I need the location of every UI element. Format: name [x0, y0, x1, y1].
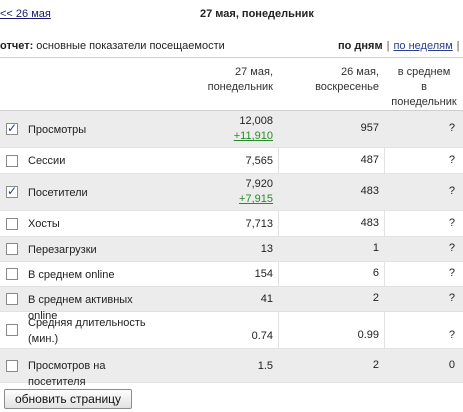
value-yesterday: 6 [372, 267, 379, 279]
report-label-prefix: отчет: [0, 40, 34, 52]
refresh-page-button[interactable]: обновить страницу [4, 389, 132, 409]
value-average: ? [448, 154, 455, 166]
value-yesterday: 483 [360, 185, 379, 197]
value-average: 0 [448, 359, 455, 371]
row-checkbox[interactable] [6, 218, 18, 230]
row-checkbox[interactable] [6, 243, 18, 255]
stats-table: 27 мая, понедельник 26 мая, воскресенье в … [0, 57, 463, 388]
value-yesterday: 483 [360, 217, 379, 229]
value-average: ? [448, 185, 455, 197]
delta-link[interactable]: +11,910 [233, 130, 273, 142]
value-today: 41 [260, 293, 273, 305]
row-label: Хосты [28, 218, 60, 230]
value-yesterday: 2 [372, 292, 379, 304]
column-divider [278, 57, 279, 380]
table-row: Средняя длительность (мин.) 0.74 0.99? [0, 312, 463, 349]
row-label: Средняя длительность (мин.) [28, 317, 146, 345]
row-checkbox[interactable] [6, 293, 18, 305]
row-label: Перезагрузки [28, 244, 97, 256]
table-body: Просмотры 12,008+11,910 957? Сессии 7,565 487… [0, 111, 463, 388]
table-row: Просмотры 12,008+11,910 957? [0, 111, 463, 148]
table-row: Сессии 7,565 487? [0, 148, 463, 174]
row-checkbox[interactable] [6, 268, 18, 280]
table-header: 27 мая, понедельник 26 мая, воскресенье в … [0, 57, 463, 111]
table-row: В среднем online 154 6? [0, 262, 463, 287]
delta-link[interactable]: +7,915 [239, 193, 273, 205]
value-yesterday: 0.99 [357, 329, 379, 341]
row-label: Просмотры [28, 124, 87, 136]
period-by-days[interactable]: по дням [338, 40, 383, 52]
value-yesterday: 957 [360, 122, 379, 134]
value-average: ? [448, 122, 455, 134]
table-row: Перезагрузки 13 1? [0, 237, 463, 262]
value-average: ? [448, 292, 455, 304]
value-average: ? [448, 267, 455, 279]
row-label: Просмотров на посетителя [28, 360, 106, 388]
report-label: отчет: основные показатели посещаемости [0, 40, 225, 52]
value-today: 1.5 [257, 360, 273, 372]
report-bar: отчет: основные показатели посещаемости … [0, 38, 463, 56]
row-checkbox[interactable] [6, 155, 18, 167]
table-row: В среднем активных online 41 2? [0, 287, 463, 322]
table-row: Хосты 7,713 483? [0, 211, 463, 237]
row-checkbox[interactable] [6, 184, 18, 198]
date-navigation: << 26 мая 27 мая, понедельник [0, 0, 463, 28]
table-row: Посетители 7,920+7,915 483? [0, 174, 463, 211]
column-header-average: в среднем в понедельник [391, 66, 457, 108]
page-title: 27 мая, понедельник [200, 8, 314, 20]
report-label-text: основные показатели посещаемости [33, 40, 225, 52]
value-yesterday: 2 [372, 359, 379, 371]
column-divider [384, 57, 385, 380]
value-today: 154 [254, 268, 273, 280]
row-label: В среднем online [28, 269, 115, 281]
value-today: 7,565 [245, 155, 273, 167]
value-today: 12,008 +11,910 [233, 115, 273, 142]
value-today: 7,713 [245, 218, 273, 230]
row-label: Сессии [28, 155, 66, 167]
period-by-weeks[interactable]: по неделям [393, 40, 453, 52]
value-average: ? [448, 329, 455, 341]
table-row: Просмотров на посетителя 1.5 2 0 [0, 349, 463, 388]
column-header-yesterday: 26 мая, воскресенье [315, 66, 379, 93]
value-average: ? [448, 217, 455, 229]
value-today: 7,920 +7,915 [239, 178, 273, 205]
value-today: 13 [260, 243, 273, 255]
value-average: ? [448, 242, 455, 254]
row-checkbox[interactable] [6, 121, 18, 135]
row-label: Посетители [28, 187, 88, 199]
row-label: В среднем активных online [28, 294, 133, 322]
row-checkbox[interactable] [6, 324, 18, 336]
period-switch: по дням|по неделям|п [338, 40, 460, 52]
value-today: 0.74 [251, 330, 273, 342]
prev-day-link[interactable]: << 26 мая [0, 8, 51, 20]
value-yesterday: 487 [360, 154, 379, 166]
row-checkbox[interactable] [6, 360, 18, 372]
column-header-today: 27 мая, понедельник [207, 66, 273, 93]
value-yesterday: 1 [372, 242, 379, 254]
